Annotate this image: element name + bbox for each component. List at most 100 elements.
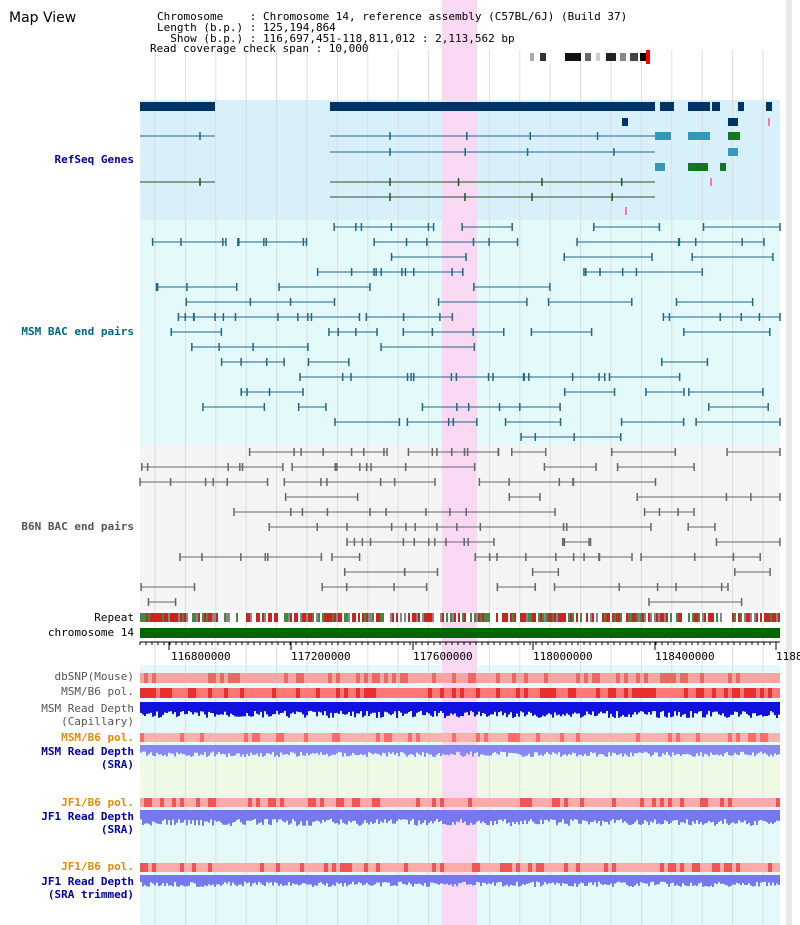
msm-depth-capillary-bar bbox=[142, 702, 144, 715]
b6n-bac-track-label[interactable]: B6N BAC end pairs bbox=[21, 520, 134, 533]
jf1-b6-pol-trim-strip bbox=[176, 863, 180, 872]
msm-depth-sra-bar bbox=[146, 745, 148, 756]
jf1-depth-trim-bar bbox=[680, 875, 682, 887]
refseq-track-label[interactable]: RefSeq Genes bbox=[54, 153, 134, 166]
msm-depth-sra-bar bbox=[270, 745, 272, 755]
jf1-depth-trim-bar bbox=[728, 875, 730, 887]
repeat-segment bbox=[710, 613, 712, 622]
msm-b6-pol-sra-strip bbox=[208, 733, 212, 742]
msm-depth-capillary-bar bbox=[194, 702, 196, 713]
msm-depth-capillary-bar bbox=[736, 702, 738, 713]
jf1-depth-trim-bar bbox=[400, 875, 402, 882]
msm-b6-pol-strip bbox=[404, 688, 408, 698]
jf1-b6-pol-trim-strip bbox=[636, 863, 640, 872]
jf1-b6-pol-trim-strip bbox=[228, 863, 232, 872]
jf1-depth-trim-bar bbox=[598, 875, 600, 882]
msm-depth-capillary-bar bbox=[466, 702, 468, 713]
msm-depth-capillary-bar bbox=[444, 702, 446, 718]
jf1-b6-pol-strip bbox=[256, 798, 260, 807]
repeat-segment bbox=[658, 613, 660, 622]
jf1-depth-sra-bar bbox=[166, 810, 168, 825]
dbsnp-strip bbox=[656, 673, 660, 683]
msm-depth-capillary-bar bbox=[768, 702, 770, 716]
msm-depth-sra-bar bbox=[336, 745, 338, 754]
repeat-segment bbox=[752, 613, 754, 622]
msm-depth-sra-bar bbox=[204, 745, 206, 753]
msm-b6-pol-strip bbox=[280, 688, 284, 698]
refseq-gene-block bbox=[688, 102, 710, 111]
msm-depth-capillary-bar bbox=[734, 702, 736, 712]
jf1-depth-trim-bar bbox=[482, 875, 484, 883]
jf1-b6-pol-trim-strip bbox=[576, 863, 580, 872]
jf1-depth-trim-bar bbox=[580, 875, 582, 883]
msm-b6-pol-sra-strip bbox=[232, 733, 236, 742]
jf1-b6-pol-strip bbox=[248, 798, 252, 807]
jf1-depth-trim-bar bbox=[154, 875, 156, 886]
jf1-depth-sra-bar bbox=[474, 810, 476, 825]
msm-depth-capillary-bar bbox=[362, 702, 364, 718]
msm-depth-sra-bar bbox=[206, 745, 208, 757]
msm-depth-sra-bar bbox=[276, 745, 278, 756]
jf1-depth-trim-bar bbox=[504, 875, 506, 886]
jf1-b6-pol-strip bbox=[540, 798, 544, 807]
jf1-b6-pol-trim-strip bbox=[580, 863, 584, 872]
jf1-depth-sra-bar bbox=[678, 810, 680, 826]
jf1-depth-trim-bar bbox=[364, 875, 366, 885]
jf1-depth-trim-bar bbox=[284, 875, 286, 886]
msm-b6-pol-sra-strip bbox=[272, 733, 276, 742]
dbsnp-strip bbox=[732, 673, 736, 683]
msm-depth-sra-bar bbox=[432, 745, 434, 757]
jf1-b6-pol-trim-strip bbox=[456, 863, 460, 872]
msm-b6-pol-sra-strip bbox=[240, 733, 244, 742]
repeat-segment bbox=[540, 613, 542, 622]
jf1-depth-trim-bar bbox=[324, 875, 326, 886]
jf1-b6-pol-strip bbox=[436, 798, 440, 807]
jf1-depth-trim-bar bbox=[582, 875, 584, 884]
jf1-depth-trim-bar bbox=[238, 875, 240, 885]
jf1-b6-pol-strip bbox=[332, 798, 336, 807]
msm-depth-sra-bar bbox=[538, 745, 540, 756]
jf1-depth-sra-bar bbox=[648, 810, 650, 826]
msm-depth-sra-bar bbox=[208, 745, 210, 756]
msm-depth-capillary-bar bbox=[568, 702, 570, 715]
msm-depth-capillary-bar bbox=[642, 702, 644, 712]
dbsnp-strip bbox=[440, 673, 444, 683]
msm-depth-sra-bar bbox=[246, 745, 248, 754]
msm-depth-capillary-bar bbox=[226, 702, 228, 716]
msm-depth-capillary-bar bbox=[280, 702, 282, 713]
msm-b6-pol-sra-strip bbox=[296, 733, 300, 742]
jf1-depth-trim-bar bbox=[208, 875, 210, 885]
jf1-b6-pol-strip bbox=[356, 798, 360, 807]
jf1-b6-pol-strip bbox=[568, 798, 572, 807]
msm-depth-sra-bar bbox=[476, 745, 478, 753]
jf1-depth-sra-bar bbox=[656, 810, 658, 825]
msm-depth-capillary-bar bbox=[378, 702, 380, 712]
jf1-b6-pol-trim-strip bbox=[408, 863, 412, 872]
msm-depth-capillary-bar bbox=[276, 702, 278, 711]
jf1-b6-pol-strip bbox=[296, 798, 300, 807]
msm-depth-sra-bar bbox=[370, 745, 372, 754]
msm-depth-capillary-bar bbox=[772, 702, 774, 713]
refseq-mark bbox=[768, 118, 770, 126]
jf1-depth-sra-bar bbox=[432, 810, 434, 824]
msm-depth-capillary-bar bbox=[464, 702, 466, 713]
repeat-segment bbox=[228, 613, 230, 622]
msm-b6-pol-sra-strip bbox=[776, 733, 780, 742]
jf1-depth-trim-bar bbox=[540, 875, 542, 887]
msm-depth-capillary-bar bbox=[188, 702, 190, 711]
jf1-b6-pol-strip bbox=[292, 798, 296, 807]
msm-bac-track-label[interactable]: MSM BAC end pairs bbox=[21, 325, 134, 338]
repeat-segment bbox=[144, 613, 146, 622]
jf1-depth-trim-bar bbox=[496, 875, 498, 883]
msm-depth-capillary-bar bbox=[202, 702, 204, 712]
jf1-b6-pol-strip bbox=[392, 798, 396, 807]
repeat-segment bbox=[662, 613, 664, 622]
msm-depth-sra-bar bbox=[302, 745, 304, 756]
jf1-depth-trim-bar bbox=[242, 875, 244, 887]
jf1-b6-pol-trim-strip bbox=[544, 863, 548, 872]
jf1-depth-sra-bar bbox=[570, 810, 572, 820]
msm-depth-capillary-bar bbox=[150, 702, 152, 713]
repeat-segment bbox=[186, 613, 188, 622]
jf1-depth-sra-bar bbox=[402, 810, 404, 820]
